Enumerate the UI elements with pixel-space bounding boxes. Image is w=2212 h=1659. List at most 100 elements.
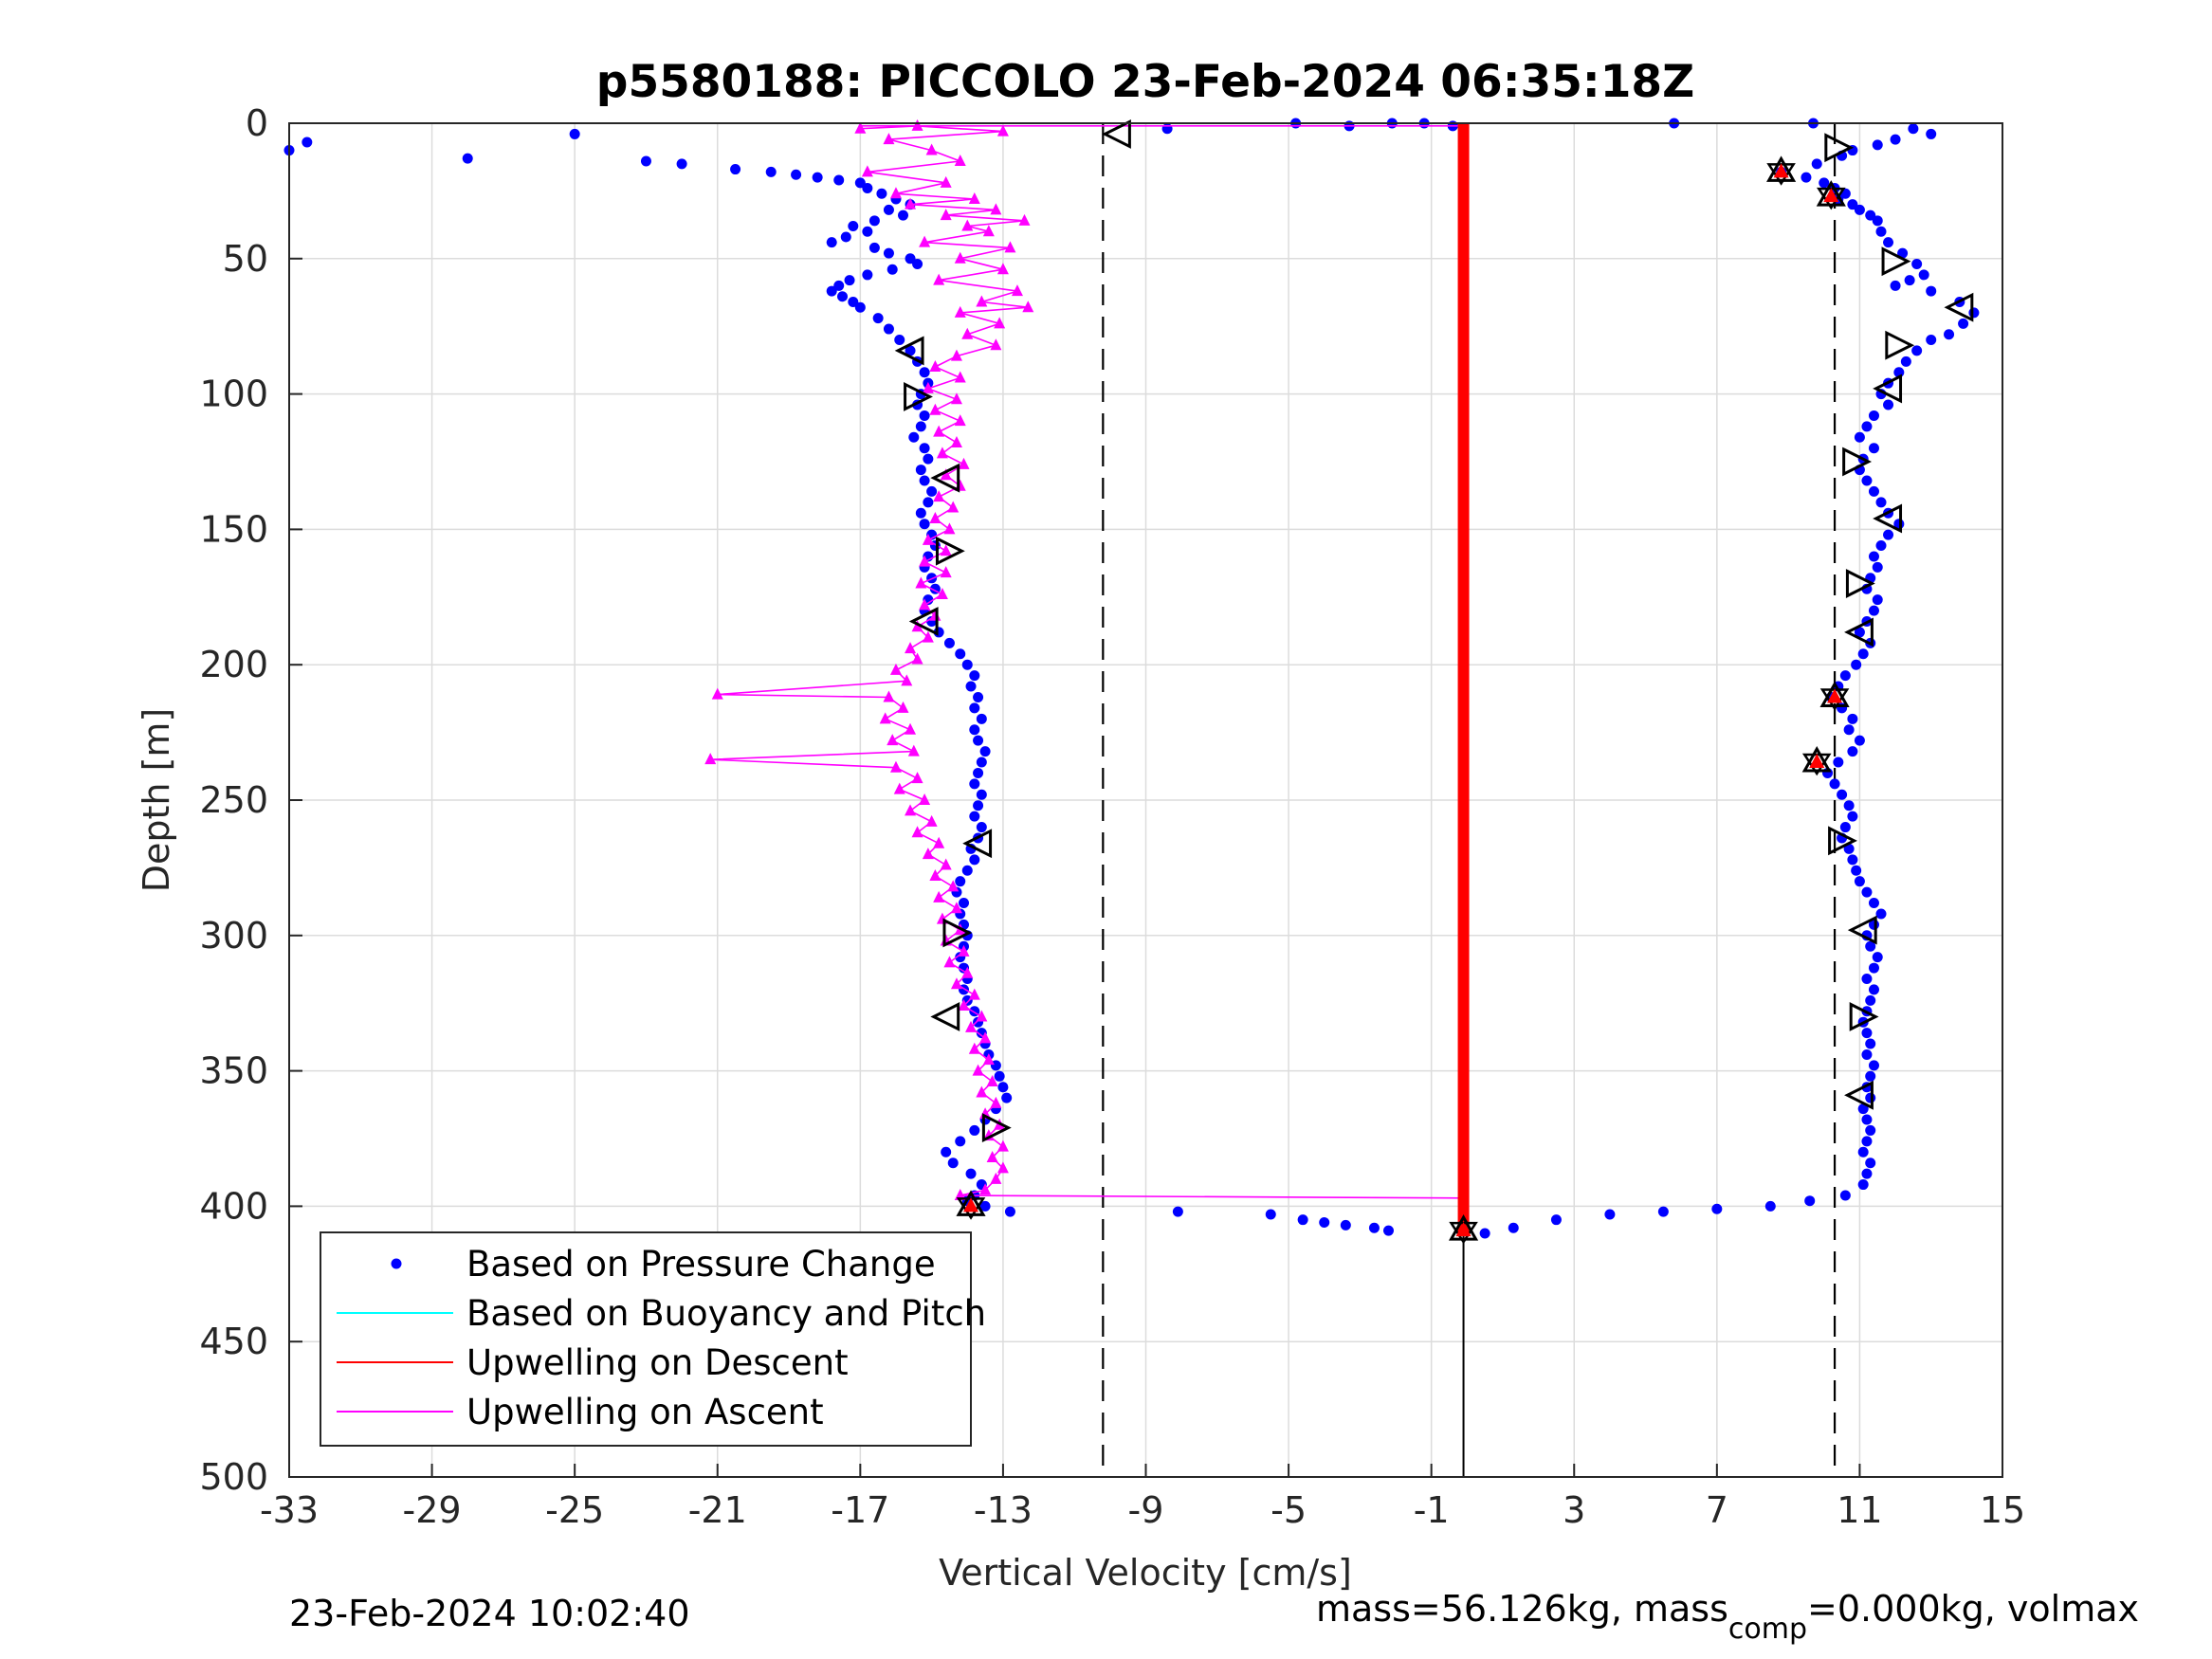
pressure-change-point: [854, 177, 866, 189]
pressure-change-point: [919, 475, 930, 486]
pressure-change-point: [969, 724, 980, 736]
pressure-change-point: [837, 291, 849, 302]
reference-lines: [1102, 123, 1837, 1477]
upwelling-ascent-point: [905, 642, 917, 654]
upwelling-ascent-point: [919, 555, 931, 567]
pressure-change-point: [569, 128, 580, 139]
pressure-change-point: [1865, 940, 1876, 952]
pressure-change-point: [826, 285, 837, 297]
pressure-change-point: [1872, 594, 1883, 606]
pressure-change-point: [1843, 800, 1855, 811]
pressure-change-point: [919, 410, 930, 421]
pressure-change-point: [1857, 1146, 1869, 1158]
pressure-change-point: [812, 172, 823, 183]
pressure-change-point: [997, 1082, 1009, 1093]
pressure-change-point: [1801, 172, 1812, 183]
y-tick-label: 0: [246, 102, 268, 144]
upwelling-ascent-point: [922, 381, 934, 393]
pressure-change-point: [919, 443, 930, 454]
legend-box: [320, 1231, 972, 1447]
pressure-change-point: [969, 1124, 980, 1136]
upwelling-ascent-point: [940, 175, 952, 188]
y-axis-label: Depth [m]: [136, 708, 177, 893]
legend: Based on Pressure Change Based on Buoyanc…: [320, 1231, 986, 1447]
upwelling-ascent-point: [861, 165, 873, 177]
pressure-change-point: [961, 865, 973, 876]
footer-timestamp: 23-Feb-2024 10:02:40: [289, 1593, 690, 1634]
x-tick-label: -29: [403, 1489, 462, 1531]
pressure-change-point: [898, 210, 909, 221]
pressure-change-point: [1804, 1195, 1816, 1207]
x-tick-label: 15: [1980, 1489, 2025, 1531]
upwelling-ascent-point: [940, 566, 952, 578]
upwelling-ascent-point: [954, 1188, 966, 1200]
pressure-change-point: [1872, 215, 1883, 227]
upwelling-ascent-point: [943, 956, 956, 968]
pressure-change-point: [905, 253, 916, 264]
pressure-change-point: [1875, 908, 1887, 920]
pressure-change-point: [1843, 843, 1855, 854]
upwelling-ascent-point: [711, 687, 723, 700]
pressure-change-point: [676, 158, 687, 170]
pressure-change-point: [1926, 128, 1937, 139]
pressure-change-point: [1868, 605, 1879, 616]
upwelling-ascent-point: [901, 674, 913, 686]
series-layer: [283, 118, 1980, 1245]
pressure-change-point: [1297, 1214, 1308, 1226]
pressure-change-point: [1883, 399, 1894, 410]
pressure-change-point: [1861, 1028, 1873, 1039]
y-tick-label: 100: [199, 374, 268, 415]
upwelling-ascent-point: [996, 1161, 1009, 1174]
pressure-change-point: [1843, 724, 1855, 736]
pressure-change-point: [969, 670, 980, 682]
pressure-change-point: [894, 334, 905, 345]
open-triangle-marker: [1849, 1002, 1879, 1031]
pressure-change-point: [1865, 1038, 1876, 1049]
chart-title: p5580188: PICCOLO 23-Feb-2024 06:35:18Z: [596, 56, 1694, 108]
pressure-change-point: [1833, 757, 1844, 768]
y-tick-label: 200: [199, 644, 268, 685]
pressure-change-point: [1839, 670, 1851, 682]
upwelling-ascent-point: [933, 425, 945, 437]
pressure-change-point: [1897, 247, 1909, 259]
upwelling-ascent-point: [994, 317, 1006, 329]
open-triangle-marker: [930, 1002, 960, 1031]
red-star-marker: [1801, 745, 1832, 776]
pressure-change-point: [1839, 1190, 1851, 1201]
upwelling-ascent-point: [996, 124, 1009, 137]
upwelling-ascent-point: [950, 349, 962, 361]
upwelling-ascent-point: [982, 1053, 995, 1066]
upwelling-ascent-point: [961, 327, 974, 339]
upwelling-ascent-point: [976, 1085, 988, 1098]
pressure-change-point: [976, 713, 987, 724]
pressure-change-point: [1868, 962, 1879, 974]
upwelling-ascent-point: [982, 225, 995, 237]
pressure-change-point: [965, 681, 977, 692]
pressure-change-point: [1508, 1222, 1519, 1233]
pressure-change-point: [1854, 431, 1865, 443]
pressure-change-point: [955, 1136, 966, 1147]
upwelling-ascent-point: [940, 544, 952, 556]
upwelling-ascent-point: [922, 630, 934, 643]
pressure-change-point: [862, 183, 873, 194]
pressure-change-point: [1847, 746, 1858, 757]
pressure-change-point: [1172, 1206, 1183, 1217]
pressure-change-point: [994, 1070, 1005, 1082]
upwelling-ascent-point: [1022, 301, 1034, 313]
upwelling-ascent-point: [990, 1172, 1002, 1184]
pressure-change-point: [979, 1200, 991, 1212]
upwelling-ascent-point: [958, 457, 970, 469]
pressure-change-point: [1550, 1214, 1562, 1226]
open-triangle-marker: [981, 1113, 1012, 1143]
upwelling-ascent-point: [919, 235, 931, 247]
pressure-change-point: [915, 507, 926, 519]
pressure-change-point: [302, 137, 313, 148]
pressure-change-point: [1829, 778, 1840, 790]
pressure-change-point: [1839, 822, 1851, 833]
upwelling-ascent-point: [1018, 213, 1031, 226]
pressure-change-point: [1868, 984, 1879, 995]
pressure-change-point: [848, 296, 859, 307]
pressure-change-point: [947, 1158, 959, 1169]
upwelling-ascent-point: [854, 121, 867, 134]
upwelling-ascent-point: [922, 848, 934, 860]
